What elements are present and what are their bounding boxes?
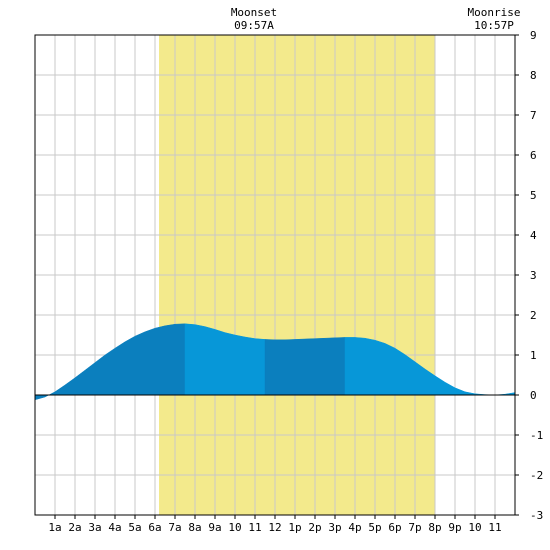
x-tick-label: 2a xyxy=(68,521,81,534)
x-tick-label: 5p xyxy=(368,521,381,534)
tide-area-segment xyxy=(344,337,516,396)
tide-area-segment xyxy=(34,323,186,401)
x-tick-label: 9p xyxy=(448,521,461,534)
x-tick-label: 10 xyxy=(228,521,241,534)
y-tick-label: 0 xyxy=(530,389,537,402)
x-tick-label: 11 xyxy=(488,521,501,534)
x-tick-label: 4a xyxy=(108,521,121,534)
x-tick-label: 3p xyxy=(328,521,341,534)
y-tick-label: 4 xyxy=(530,229,537,242)
y-tick-label: 8 xyxy=(530,69,537,82)
x-tick-label: 10 xyxy=(468,521,481,534)
x-tick-label: 8p xyxy=(428,521,441,534)
y-tick-label: 3 xyxy=(530,269,537,282)
moon-event-label: Moonset xyxy=(231,6,277,19)
x-tick-label: 9a xyxy=(208,521,221,534)
x-tick-label: 7a xyxy=(168,521,181,534)
x-tick-label: 1a xyxy=(48,521,61,534)
y-tick-label: 1 xyxy=(530,349,537,362)
x-tick-label: 6p xyxy=(388,521,401,534)
x-tick-label: 1p xyxy=(288,521,301,534)
y-tick-label: -3 xyxy=(530,509,543,522)
tide-area-segment xyxy=(264,337,346,396)
moon-event-time: 09:57A xyxy=(234,19,274,32)
x-tick-label: 8a xyxy=(188,521,201,534)
y-tick-label: -2 xyxy=(530,469,543,482)
x-tick-label: 2p xyxy=(308,521,321,534)
y-tick-label: 7 xyxy=(530,109,537,122)
x-tick-label: 6a xyxy=(148,521,161,534)
moon-event-time: 10:57P xyxy=(474,19,514,32)
x-tick-label: 3a xyxy=(88,521,101,534)
y-tick-label: 5 xyxy=(530,189,537,202)
x-tick-label: 12 xyxy=(268,521,281,534)
x-tick-label: 11 xyxy=(248,521,261,534)
x-tick-label: 5a xyxy=(128,521,141,534)
moon-event-label: Moonrise xyxy=(468,6,521,19)
x-tick-label: 7p xyxy=(408,521,421,534)
x-tick-label: 4p xyxy=(348,521,361,534)
y-tick-label: 2 xyxy=(530,309,537,322)
y-tick-label: -1 xyxy=(530,429,543,442)
y-tick-label: 9 xyxy=(530,29,537,42)
y-tick-label: 6 xyxy=(530,149,537,162)
